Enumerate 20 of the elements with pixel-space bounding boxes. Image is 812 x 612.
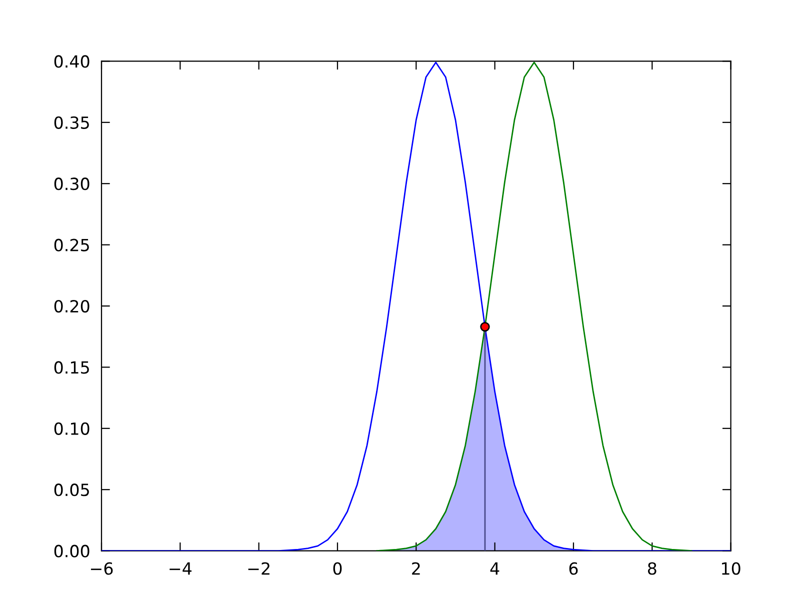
x-tick-label: 2 bbox=[412, 562, 420, 575]
x-tick-label: 6 bbox=[569, 562, 578, 575]
y-tick-label: 0.15 bbox=[54, 361, 89, 374]
y-tick-label: 0.20 bbox=[54, 300, 90, 313]
y-tick-label: 0.35 bbox=[54, 116, 89, 129]
x-tick-label: 10 bbox=[722, 562, 740, 575]
x-tick-label: 8 bbox=[648, 562, 656, 575]
x-tick-label: −2 bbox=[248, 562, 270, 575]
x-tick-label: 0 bbox=[333, 562, 342, 575]
y-tick-label: 0.00 bbox=[54, 544, 90, 558]
line-series bbox=[376, 62, 692, 551]
x-tick-label: −6 bbox=[90, 562, 113, 575]
y-tick-label: 0.05 bbox=[54, 484, 89, 496]
y-tick-label: 0.40 bbox=[54, 55, 90, 68]
y-tick-label: 0.30 bbox=[54, 178, 90, 190]
x-tick-label: −4 bbox=[170, 562, 192, 575]
y-tick-label: 0.10 bbox=[54, 422, 90, 435]
line-series bbox=[102, 62, 731, 551]
y-tick-label: 0.25 bbox=[54, 238, 89, 252]
x-tick-label: 4 bbox=[490, 562, 500, 575]
